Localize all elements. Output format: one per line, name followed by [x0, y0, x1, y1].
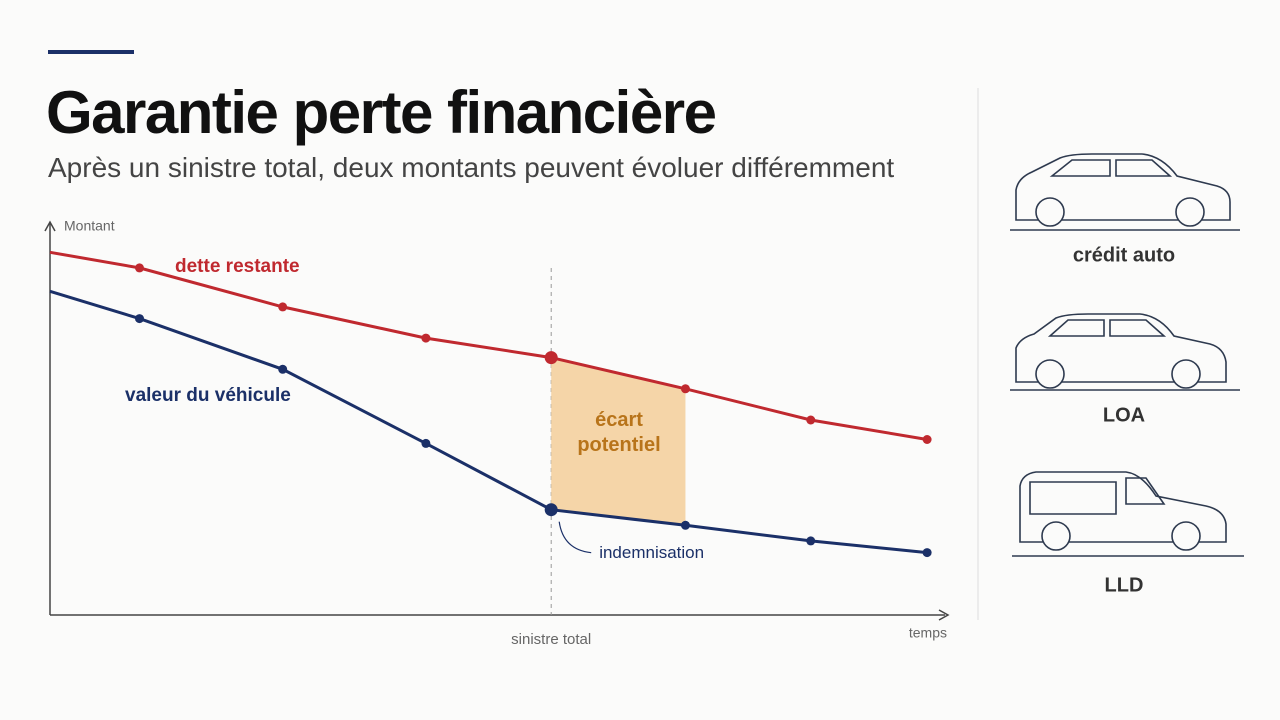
plot: Montant temps sinistre total dette restante…	[44, 218, 950, 648]
side-label: LLD	[1105, 574, 1144, 596]
series-label: dette restante	[175, 256, 300, 277]
accent-bar	[48, 50, 134, 54]
side-label: LOA	[1103, 404, 1145, 426]
point	[680, 384, 690, 394]
point	[278, 364, 288, 374]
series-line	[49, 250, 928, 441]
x-axis-label: temps	[909, 625, 947, 641]
series-line	[49, 289, 928, 555]
point	[680, 520, 690, 530]
point	[922, 435, 932, 444]
gap-area	[551, 357, 686, 526]
point	[421, 333, 431, 343]
point	[278, 302, 288, 312]
y-arrow	[44, 220, 56, 232]
car-icon	[1010, 153, 1240, 231]
point	[421, 438, 431, 448]
point	[544, 351, 558, 365]
x-arrow	[938, 609, 950, 621]
series-label: valeur du véhicule	[125, 385, 291, 406]
note-leader	[558, 521, 592, 554]
car-icon	[1010, 313, 1240, 391]
van-icon	[1012, 471, 1244, 557]
point	[135, 263, 144, 273]
note-label: indemnisation	[599, 543, 704, 562]
point	[135, 314, 144, 324]
point	[806, 415, 816, 425]
point	[544, 503, 558, 517]
title: Garantie perte financière	[46, 79, 717, 146]
event-label: sinistre total	[511, 631, 591, 648]
gap-label: écart potentiel	[577, 409, 661, 456]
subtitle: Après un sinistre total, deux montants p…	[48, 152, 895, 183]
point	[922, 548, 932, 558]
side-label: crédit auto	[1073, 244, 1175, 266]
y-axis-label: Montant	[64, 218, 115, 234]
point	[806, 536, 816, 546]
